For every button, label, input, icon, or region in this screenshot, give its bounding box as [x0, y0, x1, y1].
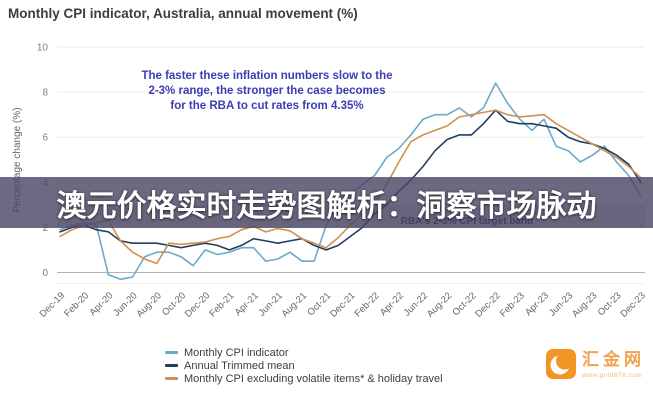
y-tick-label: 0 [42, 268, 48, 279]
x-tick-label: Aug-23 [570, 290, 599, 319]
legend-item-cpi-ex-volatile: Monthly CPI excluding volatile items* & … [165, 372, 443, 385]
headline-text: 澳元价格实时走势图解析：洞察市场脉动 [56, 189, 597, 223]
x-tick-label: Apr-20 [88, 290, 116, 318]
annotation-line-1: The faster these inflation numbers slow … [141, 70, 393, 82]
x-tick-label: Aug-21 [280, 290, 309, 319]
x-tick-label: Feb-23 [498, 290, 527, 319]
legend-label-monthly-cpi: Monthly CPI indicator [184, 346, 289, 359]
x-tick-label: Dec-21 [328, 290, 357, 319]
annotation-line-3: for the RBA to cut rates from 4.35% [170, 100, 364, 112]
x-tick-label: Dec-20 [183, 290, 212, 319]
legend-item-trimmed-mean: Annual Trimmed mean [165, 359, 443, 372]
watermark-brand: 汇金网 [582, 350, 645, 369]
chart-legend: Monthly CPI indicator Annual Trimmed mea… [165, 346, 443, 385]
cpi-line-chart: 0246810Percentage change (%)RBA's 2-3% C… [12, 43, 648, 320]
x-tick-label: Feb-22 [353, 290, 382, 319]
x-tick-label: Dec-22 [473, 290, 502, 319]
x-tick-label: Jun-20 [111, 290, 139, 318]
annotation-line-2: 2-3% range, the stronger the case become… [148, 85, 386, 97]
legend-item-monthly-cpi: Monthly CPI indicator [165, 346, 443, 359]
x-tick-label: Aug-22 [425, 290, 454, 319]
y-tick-label: 2 [42, 223, 48, 234]
x-tick-label: Feb-21 [207, 290, 236, 319]
crescent-coin-icon [546, 349, 576, 379]
y-tick-label: 6 [42, 133, 48, 144]
x-tick-label: Dec-19 [38, 290, 67, 319]
legend-label-cpi-ex-volatile: Monthly CPI excluding volatile items* & … [184, 372, 443, 385]
annotation-text: The faster these inflation numbers slow … [112, 69, 422, 114]
legend-swatch-trimmed-mean [165, 364, 178, 367]
y-tick-label: 10 [37, 43, 49, 54]
x-tick-label: Jun-23 [547, 290, 575, 318]
legend-swatch-cpi-ex-volatile [165, 377, 178, 380]
x-tick-label: Feb-20 [62, 290, 91, 319]
x-tick-label: Jun-21 [257, 290, 285, 318]
x-tick-label: Apr-22 [378, 290, 406, 318]
y-tick-label: 8 [42, 88, 48, 99]
x-tick-label: Aug-20 [134, 290, 163, 319]
legend-label-trimmed-mean: Annual Trimmed mean [184, 359, 295, 372]
legend-swatch-monthly-cpi [165, 351, 178, 354]
x-tick-label: Dec-23 [618, 290, 647, 319]
headline-overlay-banner: 澳元价格实时走势图解析：洞察市场脉动 [0, 177, 653, 228]
site-watermark: 汇金网 www.gold678.com [546, 349, 645, 379]
watermark-url: www.gold678.com [582, 372, 643, 379]
chart-title: Monthly CPI indicator, Australia, annual… [8, 6, 358, 21]
x-tick-label: Apr-21 [233, 290, 261, 318]
x-tick-label: Apr-23 [523, 290, 551, 318]
series-line-1 [59, 109, 642, 251]
x-tick-label: Jun-22 [402, 290, 430, 318]
y-axis-title: Percentage change (%) [12, 107, 23, 212]
